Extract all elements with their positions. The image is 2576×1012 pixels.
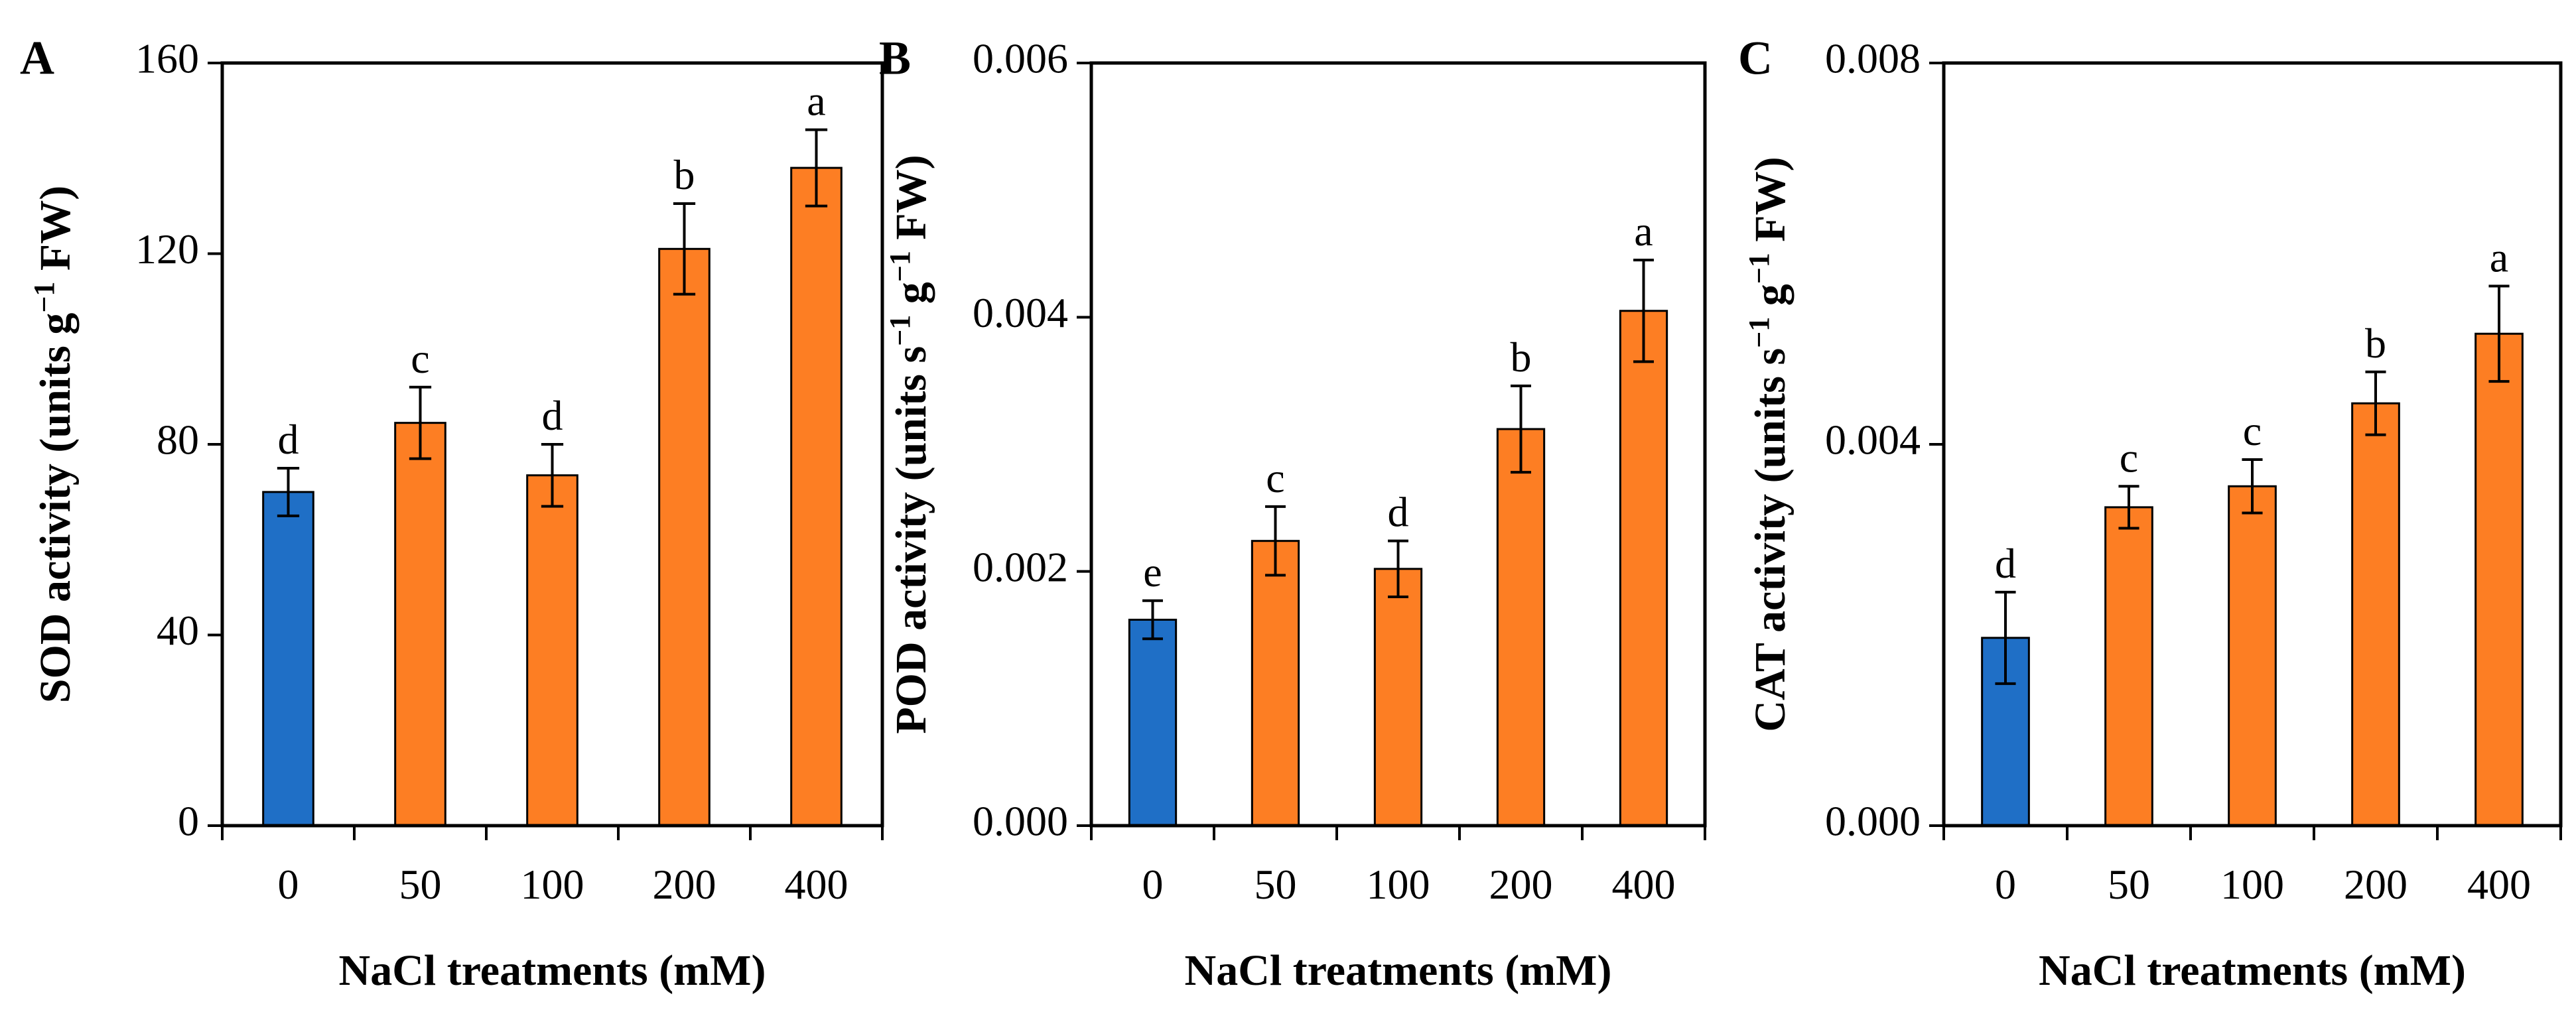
y-axis-label: CAT activity (units s−1 g−1 FW) xyxy=(1743,157,1795,731)
panel-a: Ad 0 c 50 d 100 b 200 a 400 0 40 80 120 160 NaCl treatm… xyxy=(20,32,884,995)
error-bar-400 xyxy=(1633,259,1654,363)
bar-0 xyxy=(1128,619,1178,827)
bar-100 xyxy=(2228,485,2277,827)
significance-letter: c xyxy=(411,335,429,382)
error-bar-200 xyxy=(673,202,696,296)
y-tick-label: 0.006 xyxy=(973,35,1068,82)
y-tick-label: 0.000 xyxy=(973,798,1068,845)
x-tick-label: 100 xyxy=(2220,861,2284,908)
bar-100 xyxy=(526,474,578,827)
significance-letter: b xyxy=(674,151,695,198)
y-tick-label: 120 xyxy=(135,225,199,273)
significance-letter: a xyxy=(2490,233,2508,281)
significance-letter: a xyxy=(807,78,825,125)
bar-50 xyxy=(2104,506,2153,827)
bar-200 xyxy=(658,247,711,827)
plot-frame xyxy=(1942,61,2563,828)
error-bar-200 xyxy=(1511,384,1531,474)
panel-label: A xyxy=(20,32,54,85)
x-tick-label: 200 xyxy=(1489,861,1553,908)
x-tick-label: 200 xyxy=(2344,861,2407,908)
significance-letter: d xyxy=(278,416,299,463)
error-bar-400 xyxy=(805,128,828,208)
panel-label: C xyxy=(1738,32,1773,85)
bar-50 xyxy=(394,422,446,827)
y-tick-label: 80 xyxy=(157,416,199,464)
x-tick-label: 50 xyxy=(399,861,442,908)
bar-0 xyxy=(262,491,314,827)
bar-200 xyxy=(2351,402,2400,827)
error-bar-50 xyxy=(2118,485,2139,530)
y-tick-label: 0.002 xyxy=(973,543,1068,590)
x-tick-label: 400 xyxy=(1612,861,1676,908)
significance-letter: b xyxy=(2365,320,2386,367)
plot-frame xyxy=(1089,61,1707,828)
y-axis-label: POD activity (units s−1 g−1 FW) xyxy=(884,155,935,733)
error-bar-400 xyxy=(2488,285,2510,383)
x-tick-label: 0 xyxy=(278,861,299,908)
x-axis-label: NaCl treatments (mM) xyxy=(2039,946,2466,995)
error-bar-50 xyxy=(1265,505,1286,577)
error-bar-200 xyxy=(2365,370,2386,436)
error-bar-100 xyxy=(2242,458,2263,515)
bar-200 xyxy=(1496,428,1546,827)
significance-letter: d xyxy=(1995,540,2016,587)
significance-letter: c xyxy=(1266,454,1284,501)
x-tick-label: 100 xyxy=(521,861,584,908)
x-axis-label: NaCl treatments (mM) xyxy=(339,946,766,995)
error-bar-0 xyxy=(277,466,300,517)
y-tick-label: 0 xyxy=(178,798,199,845)
panel-c: Cd 0 c 50 c 100 b 200 a 400 0.000 0.004 0.008 NaCl tr… xyxy=(1738,32,2563,995)
panel-label: B xyxy=(879,32,911,85)
error-bar-100 xyxy=(541,443,564,508)
y-tick-label: 0.000 xyxy=(1825,798,1921,845)
y-tick-label: 160 xyxy=(135,35,199,82)
significance-letter: d xyxy=(1388,489,1409,536)
significance-letter: c xyxy=(2243,407,2262,454)
error-bar-100 xyxy=(1388,539,1408,598)
error-bar-50 xyxy=(409,385,432,460)
x-tick-label: 0 xyxy=(1995,861,2016,908)
significance-letter: d xyxy=(542,392,563,439)
x-tick-label: 100 xyxy=(1367,861,1430,908)
y-tick-label: 0.004 xyxy=(973,289,1068,336)
x-tick-label: 50 xyxy=(2108,861,2150,908)
significance-letter: c xyxy=(2120,434,2138,481)
significance-letter: e xyxy=(1143,548,1162,596)
y-tick-label: 0.004 xyxy=(1825,416,1921,464)
error-bar-0 xyxy=(1142,599,1163,641)
significance-letter: a xyxy=(1634,208,1653,255)
x-tick-label: 50 xyxy=(1254,861,1297,908)
y-axis-label: SOD activity (units g−1 FW) xyxy=(28,186,80,703)
x-axis-label: NaCl treatments (mM) xyxy=(1185,946,1612,995)
significance-letter: b xyxy=(1511,334,1532,381)
x-tick-label: 0 xyxy=(1142,861,1164,908)
bar-400 xyxy=(1619,310,1668,827)
plot-frame xyxy=(220,61,884,828)
panel-b: Be 0 c 50 d 100 b 200 a 400 0.000 0.002 0.004 0.006 Na… xyxy=(879,32,1707,995)
bar-400 xyxy=(2474,332,2524,827)
bar-100 xyxy=(1373,568,1423,827)
x-tick-label: 400 xyxy=(785,861,848,908)
bar-400 xyxy=(790,166,843,827)
bar-50 xyxy=(1251,540,1300,827)
error-bar-0 xyxy=(1995,590,2016,685)
x-tick-label: 200 xyxy=(653,861,716,908)
y-tick-label: 40 xyxy=(157,607,199,654)
y-tick-label: 0.008 xyxy=(1825,35,1921,82)
x-tick-label: 400 xyxy=(2467,861,2531,908)
